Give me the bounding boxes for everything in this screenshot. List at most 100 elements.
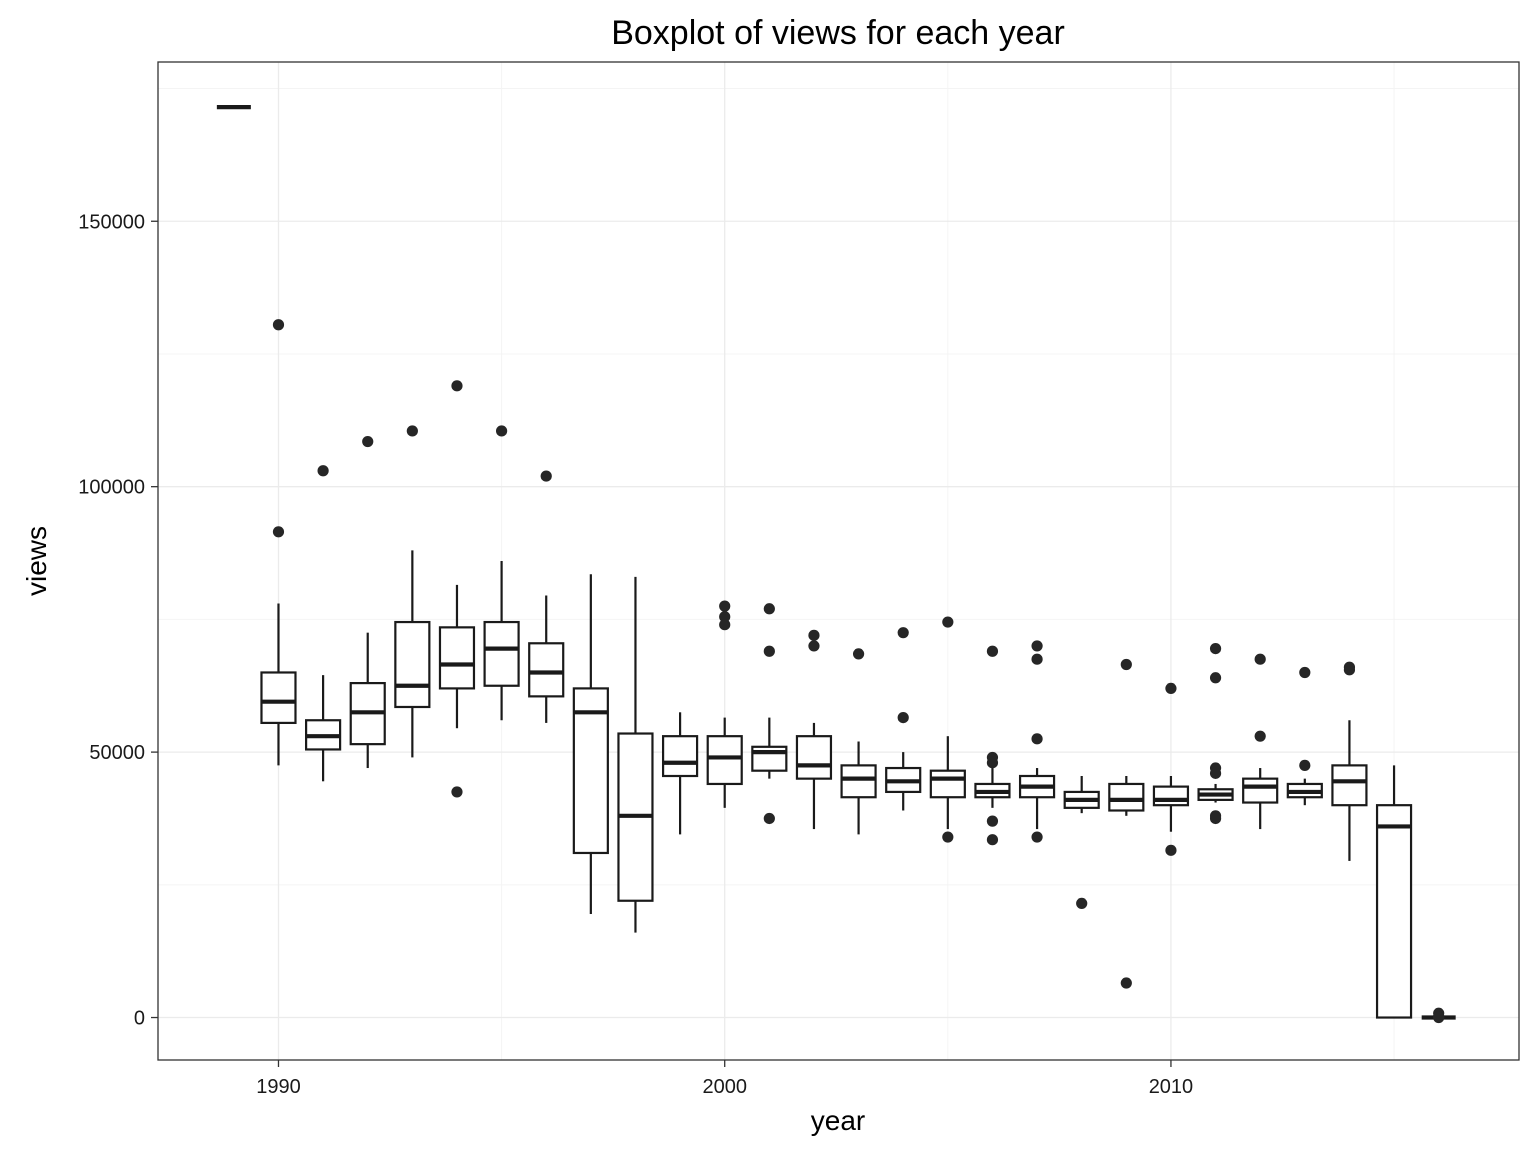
box-1998 bbox=[617, 576, 654, 933]
outlier-point bbox=[406, 425, 418, 437]
box-2013 bbox=[1286, 778, 1323, 806]
box-1994 bbox=[438, 584, 476, 729]
box-1993 bbox=[394, 550, 431, 758]
outlier-point bbox=[1120, 658, 1132, 671]
x-tick-label: 2000 bbox=[702, 1076, 747, 1098]
outlier-point bbox=[540, 470, 552, 482]
outlier-point bbox=[1165, 682, 1177, 695]
outlier-point bbox=[495, 425, 508, 437]
y-tick-label: 100000 bbox=[78, 477, 145, 499]
outlier-point bbox=[719, 600, 731, 612]
outlier-point bbox=[1254, 653, 1266, 665]
outlier-point bbox=[1254, 730, 1266, 742]
outlier-point bbox=[1031, 733, 1043, 745]
box-iqr bbox=[572, 687, 609, 855]
grid-lines bbox=[158, 62, 1519, 1060]
y-axis-ticks: 0 50000 100000 150000 bbox=[78, 211, 158, 1030]
box-2012 bbox=[1242, 768, 1279, 830]
box-iqr bbox=[795, 735, 833, 780]
box-iqr bbox=[840, 764, 877, 799]
y-tick-label: 50000 bbox=[89, 742, 145, 764]
plot-panel-border bbox=[157, 61, 1520, 1061]
box-2002 bbox=[795, 722, 833, 830]
box-iqr bbox=[1375, 804, 1413, 1019]
box-series bbox=[216, 105, 1456, 1020]
outlier-point bbox=[763, 812, 775, 825]
outlier-point bbox=[808, 640, 820, 652]
outlier-point bbox=[986, 645, 999, 657]
outlier-point bbox=[897, 627, 909, 639]
outlier-point bbox=[808, 629, 820, 641]
outlier-point bbox=[1209, 672, 1222, 684]
box-2011 bbox=[1197, 783, 1234, 803]
box-1991 bbox=[305, 675, 342, 782]
box-iqr bbox=[661, 735, 699, 778]
x-tick-label: 1990 bbox=[256, 1076, 301, 1098]
box-iqr bbox=[394, 620, 431, 709]
x-axis-title: year bbox=[811, 1105, 865, 1136]
box-2008 bbox=[1063, 775, 1100, 814]
outlier-point bbox=[451, 786, 463, 798]
outlier-point bbox=[942, 831, 954, 843]
outlier-point bbox=[897, 712, 909, 724]
box-iqr bbox=[528, 642, 565, 698]
outlier-point bbox=[986, 815, 999, 827]
box-iqr bbox=[1331, 764, 1368, 807]
box-2005 bbox=[929, 736, 966, 830]
outlier-point bbox=[1433, 1011, 1445, 1024]
box-iqr bbox=[483, 620, 520, 687]
y-axis-title: views bbox=[21, 526, 52, 596]
outlier-point bbox=[763, 603, 775, 615]
outlier-point bbox=[763, 645, 775, 657]
outlier-point bbox=[272, 526, 285, 538]
box-1999 bbox=[661, 712, 699, 835]
outlier-point bbox=[986, 757, 999, 769]
box-2000 bbox=[706, 717, 743, 808]
y-tick-label: 0 bbox=[134, 1008, 145, 1030]
box-iqr bbox=[260, 671, 297, 725]
outlier-point bbox=[1076, 897, 1088, 909]
y-tick-label: 150000 bbox=[78, 211, 145, 233]
outlier-point bbox=[362, 435, 374, 448]
x-tick-label: 2010 bbox=[1149, 1076, 1194, 1098]
outlier-point bbox=[1209, 767, 1222, 779]
outlier-point bbox=[1209, 642, 1222, 655]
outlier-point bbox=[942, 616, 954, 628]
outlier-point bbox=[317, 465, 329, 477]
box-2003 bbox=[840, 741, 877, 835]
outlier-point bbox=[272, 319, 285, 331]
box-iqr bbox=[929, 769, 966, 799]
box-1996 bbox=[528, 595, 565, 723]
outlier-point bbox=[852, 648, 865, 660]
outlier-point bbox=[1120, 977, 1132, 989]
outlier-point bbox=[1299, 759, 1311, 771]
box-2010 bbox=[1152, 775, 1190, 832]
box-2009 bbox=[1108, 775, 1145, 816]
x-axis-ticks: 1990 2000 2010 bbox=[256, 1060, 1193, 1098]
box-iqr bbox=[1108, 782, 1145, 812]
box-1992 bbox=[349, 632, 386, 769]
box-2014 bbox=[1331, 720, 1368, 861]
box-1990 bbox=[260, 603, 297, 766]
box-2007 bbox=[1018, 768, 1056, 830]
box-1995 bbox=[483, 561, 520, 721]
box-1997 bbox=[572, 574, 609, 915]
box-2004 bbox=[885, 752, 922, 811]
outlier-point bbox=[719, 619, 731, 631]
box-2015 bbox=[1375, 765, 1413, 1019]
outlier-point bbox=[1031, 640, 1043, 652]
chart-title: Boxplot of views for each year bbox=[611, 14, 1065, 52]
box-iqr bbox=[1152, 785, 1190, 807]
outlier-point bbox=[1031, 831, 1043, 843]
outlier-point bbox=[1165, 844, 1177, 856]
outlier-point bbox=[1299, 666, 1311, 679]
box-iqr bbox=[706, 735, 743, 786]
box-iqr bbox=[1242, 777, 1279, 804]
outlier-points bbox=[272, 319, 1445, 1024]
outlier-point bbox=[451, 380, 463, 392]
outlier-point bbox=[1343, 664, 1356, 676]
outlier-point bbox=[719, 611, 731, 623]
box-2001 bbox=[751, 717, 788, 779]
outlier-point bbox=[1209, 812, 1222, 825]
